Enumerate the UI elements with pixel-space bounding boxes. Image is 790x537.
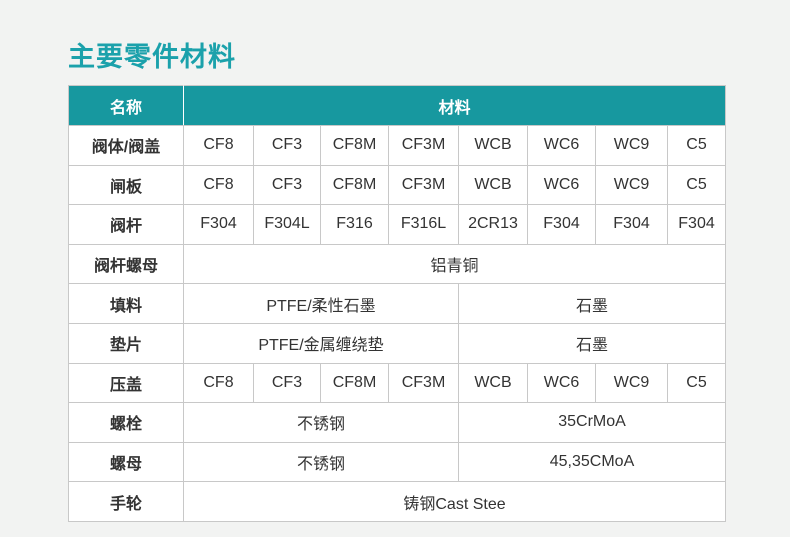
row-name-cell: 螺母 [68,441,184,483]
material-cell: 石墨 [457,283,727,324]
material-cell: CF3 [253,362,321,404]
material-cell: F316 [320,204,389,245]
material-cell: WCB [458,164,528,206]
material-cell: WCB [458,362,528,404]
header-cell-name: 名称 [68,85,184,126]
material-cell: WC9 [595,362,668,404]
table-row-packing: 填料 PTFE/柔性石墨 石墨 [68,283,727,324]
table-row-handwheel: 手轮 铸钢Cast Stee [68,481,727,522]
material-cell: 不锈钢 [183,402,459,443]
material-cell: CF8M [320,362,389,404]
material-cell: 石墨 [457,322,727,364]
table-header-row: 名称 材料 [68,85,727,126]
table-row-gate: 闸板 CF8 CF3 CF8M CF3M WCB WC6 WC9 C5 [68,164,727,206]
row-name-cell: 阀杆螺母 [68,243,184,285]
material-cell: WC6 [527,125,596,166]
material-cell: CF3M [388,164,459,206]
material-cell: PTFE/柔性石墨 [183,283,459,324]
material-cell: WC6 [527,164,596,206]
material-cell: CF8 [183,164,254,206]
material-cell: CF8M [320,125,389,166]
material-cell: C5 [666,362,727,404]
material-cell: 2CR13 [458,204,528,245]
material-cell: F316L [388,204,459,245]
materials-table: 名称 材料 阀体/阀盖 CF8 CF3 CF8M CF3M WCB WC6 WC… [68,85,727,522]
material-cell: F304L [253,204,321,245]
material-cell: C5 [666,125,727,166]
row-name-cell: 手轮 [68,481,184,522]
row-name-cell: 闸板 [68,164,184,206]
material-cell: F304 [595,204,668,245]
material-cell: WC9 [595,164,668,206]
material-cell: 35CrMoA [457,402,727,443]
table-row-stem-nut: 阀杆螺母 铝青铜 [68,243,727,285]
material-cell: CF3M [388,125,459,166]
table-row-valve-body: 阀体/阀盖 CF8 CF3 CF8M CF3M WCB WC6 WC9 C5 [68,125,727,166]
material-cell: C5 [666,164,727,206]
material-cell: F304 [183,204,254,245]
material-cell: CF3 [253,164,321,206]
material-cell: PTFE/金属缠绕垫 [183,322,459,364]
material-cell: WCB [458,125,528,166]
header-cell-material: 材料 [182,85,727,126]
table-row-bolt: 螺栓 不锈钢 35CrMoA [68,402,727,443]
material-cell: CF8 [183,362,254,404]
row-name-cell: 阀体/阀盖 [68,125,184,166]
material-cell: WC6 [527,362,596,404]
material-cell: CF8 [183,125,254,166]
row-name-cell: 阀杆 [68,204,184,245]
row-name-cell: 压盖 [68,362,184,404]
material-cell: F304 [666,204,727,245]
material-cell: CF3 [253,125,321,166]
material-cell: 铸钢Cast Stee [182,481,727,522]
table-row-nut: 螺母 不锈钢 45,35CMoA [68,441,727,483]
table-row-stem: 阀杆 F304 F304L F316 F316L 2CR13 F304 F304… [68,204,727,245]
material-cell: CF3M [388,362,459,404]
material-cell: CF8M [320,164,389,206]
material-cell: 铝青铜 [182,243,727,285]
row-name-cell: 垫片 [68,322,184,364]
material-cell: WC9 [595,125,668,166]
material-cell: 45,35CMoA [457,441,727,483]
page-title: 主要零件材料 [68,42,236,73]
row-name-cell: 填料 [68,283,184,324]
material-cell: F304 [527,204,596,245]
row-name-cell: 螺栓 [68,402,184,443]
table-row-gland: 压盖 CF8 CF3 CF8M CF3M WCB WC6 WC9 C5 [68,362,727,404]
material-cell: 不锈钢 [183,441,459,483]
table-row-gasket: 垫片 PTFE/金属缠绕垫 石墨 [68,322,727,364]
